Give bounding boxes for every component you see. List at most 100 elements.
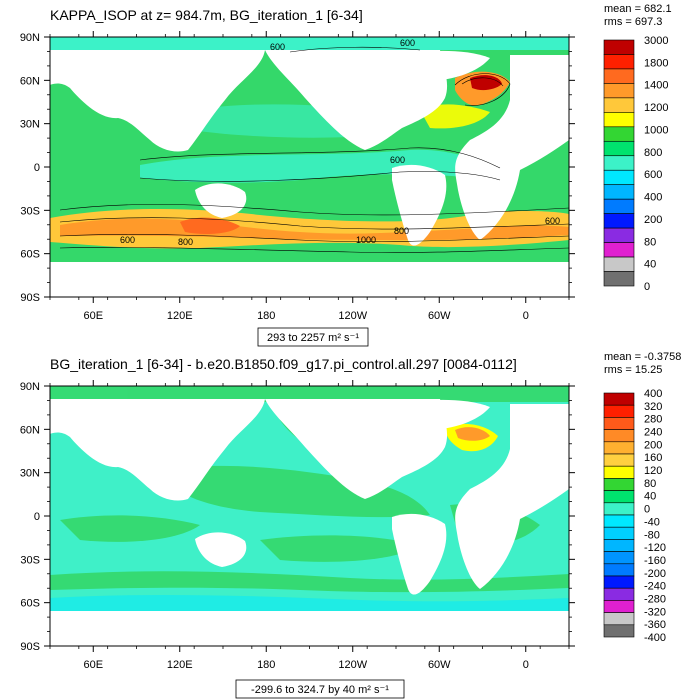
y-tick-label: 30N — [20, 468, 40, 480]
colorbar-label: 120 — [644, 465, 662, 477]
panel-2-title: BG_iteration_1 [6-34] - b.e20.B1850.f09_… — [50, 356, 517, 372]
x-tick-label: 60E — [83, 659, 103, 671]
x-tick-label: 60W — [428, 659, 451, 671]
panel-1-gulf-stream — [420, 104, 490, 129]
colorbar-swatch — [603, 514, 635, 528]
colorbar-swatch — [603, 600, 635, 613]
panel-2-patch — [60, 515, 200, 542]
y-tick-label: 30S — [20, 554, 40, 566]
y-tick-label: 30N — [20, 119, 40, 131]
x-tick-label: 120E — [167, 310, 193, 322]
panel-2-patch — [50, 386, 569, 402]
panel-1-land — [50, 50, 569, 297]
panel-2-map — [50, 386, 569, 646]
panel-1-contour-line — [59, 247, 569, 253]
panel-2-land-africa-europe — [455, 404, 569, 589]
colorbar-swatch — [603, 39, 635, 55]
panel-1-land-south-america — [392, 164, 447, 246]
colorbar-label: -200 — [644, 568, 666, 580]
panel-1-agulhas-hotspot — [180, 217, 240, 234]
panel-1-contour-line — [289, 46, 421, 53]
y-tick-label: 60N — [20, 424, 40, 436]
colorbar-label: -160 — [644, 555, 666, 567]
panel-2-land-north-america — [265, 399, 448, 499]
colorbar-swatch — [603, 271, 635, 287]
x-tick-label: 60W — [428, 310, 451, 322]
panel-2-patch — [260, 535, 420, 562]
colorbar-swatch — [603, 587, 635, 601]
colorbar-label: -120 — [644, 542, 666, 554]
colorbar-label: 200 — [644, 439, 662, 451]
colorbar-label: 1200 — [644, 102, 668, 114]
panel-2-land-greenland — [420, 399, 490, 429]
panel-2-colorbar: 40032028024020016012080400-40-80-120-160… — [603, 388, 666, 644]
colorbar-swatch — [603, 242, 635, 258]
panel-1-contour-line — [59, 204, 569, 216]
panel-1-contour-line — [139, 171, 501, 182]
colorbar-label: 160 — [644, 452, 662, 464]
panel-1: KAPPA_ISOP at z= 984.7m, BG_iteration_1 … — [20, 3, 672, 347]
x-tick-label: 0 — [523, 310, 529, 322]
panel-2-land-asia — [50, 399, 265, 501]
panel-1-contour-label: 800 — [394, 226, 409, 236]
colorbar-swatch — [603, 198, 635, 214]
panel-1-land-asia — [50, 50, 265, 152]
panel-1-contour-label: 600 — [270, 42, 285, 52]
y-tick-label: 0 — [34, 511, 40, 523]
colorbar-label: 80 — [644, 478, 656, 490]
panel-1-mean: mean = 682.1 — [604, 3, 672, 15]
panel-2-x-axis: 60E 120E 180 120W 60W 0 — [49, 380, 570, 671]
x-tick-label: 120W — [338, 310, 367, 322]
panel-1-land-greenland — [420, 50, 490, 80]
y-tick-label: 60S — [20, 249, 40, 261]
panel-1-range-box — [257, 327, 369, 347]
colorbar-swatch — [603, 417, 635, 430]
colorbar-label: 40 — [644, 259, 656, 271]
x-tick-label: 180 — [257, 310, 275, 322]
colorbar-label: 1800 — [644, 57, 668, 69]
panel-1-contour-line — [59, 217, 569, 230]
colorbar-swatch — [603, 213, 635, 229]
panel-1-rms: rms = 697.3 — [604, 16, 662, 28]
colorbar-label: 80 — [644, 236, 656, 248]
panel-1-title: KAPPA_ISOP at z= 984.7m, BG_iteration_1 … — [50, 7, 363, 23]
panel-1-land-australia — [195, 183, 247, 218]
colorbar-label: 3000 — [644, 35, 668, 47]
y-tick-label: 90S — [20, 641, 40, 653]
panel-2-land-australia — [195, 532, 247, 567]
y-tick-label: 90N — [20, 381, 40, 393]
panel-1-land-north-america — [265, 50, 448, 150]
panel-2-land-antarctica — [50, 611, 569, 646]
panel-1-contour-label: 1000 — [356, 235, 376, 245]
colorbar-swatch — [603, 502, 635, 516]
colorbar-swatch — [603, 563, 635, 577]
colorbar-label: -80 — [644, 529, 660, 541]
colorbar-swatch — [603, 140, 635, 157]
colorbar-label: 600 — [644, 169, 662, 181]
y-tick-label: 0 — [34, 162, 40, 174]
colorbar-label: 320 — [644, 401, 662, 413]
colorbar-swatch — [603, 490, 635, 504]
colorbar-swatch — [603, 184, 635, 200]
colorbar-label: 1400 — [644, 80, 668, 92]
panel-1-north-atlantic-core — [470, 75, 502, 91]
colorbar-label: 400 — [644, 192, 662, 204]
panel-2-land — [50, 399, 569, 646]
colorbar-swatch — [603, 83, 635, 99]
colorbar-swatch — [603, 612, 635, 626]
panel-2-y-axis: 90N 60N 30N 0 30S 60S 90S — [20, 381, 575, 653]
colorbar-label: 400 — [644, 388, 662, 400]
panel-2-southern-cyan — [50, 594, 569, 612]
colorbar-label: -240 — [644, 581, 666, 593]
colorbar-swatch — [603, 551, 635, 565]
colorbar-label: -320 — [644, 606, 666, 618]
panel-1-land-antarctica — [50, 262, 569, 297]
panel-1-contour-line — [59, 234, 569, 242]
colorbar-label: -40 — [644, 516, 660, 528]
panel-1-contour-label: 600 — [400, 38, 415, 48]
panel-2-patch — [50, 571, 569, 593]
panel-1-contour-label: 800 — [178, 237, 193, 247]
colorbar-swatch — [603, 112, 635, 128]
x-tick-label: 60E — [83, 310, 103, 322]
